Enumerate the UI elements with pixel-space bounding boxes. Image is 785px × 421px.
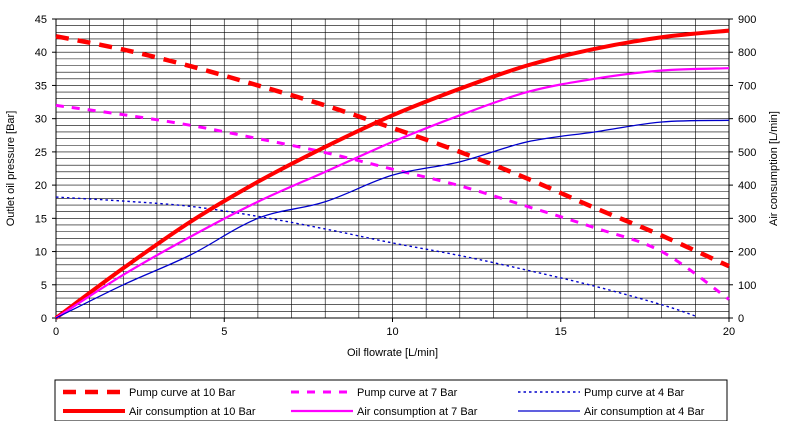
x-tick-label: 0: [53, 326, 59, 338]
legend-label-2: Pump curve at 7 Bar: [357, 387, 458, 399]
x-tick-label: 5: [221, 326, 227, 338]
y-right-tick-label: 200: [738, 247, 756, 259]
series-layer: [54, 28, 730, 320]
series-line-2: [55, 103, 730, 301]
legend-label-6: Air consumption at 4 Bar: [584, 406, 705, 418]
series-line-6: [55, 119, 730, 319]
x-axis-title: Oil flowrate [L/min]: [347, 347, 438, 359]
y-right-tick-label: 700: [738, 80, 756, 92]
y-left-tick-label: 25: [35, 147, 47, 159]
y-right-tick-label: 100: [738, 280, 756, 292]
legend-box: [54, 379, 728, 421]
y-left-tick-label: 5: [41, 280, 47, 292]
x-tick-label: 15: [555, 326, 567, 338]
series-line-3: [55, 196, 696, 317]
series-line-1: [55, 34, 730, 269]
legend: Pump curve at 10 Bar Pump curve at 7 Bar P…: [54, 379, 728, 421]
y-left-tick-label: 20: [35, 180, 47, 192]
legend-label-5: Air consumption at 7 Bar: [357, 406, 478, 418]
y-right-tick-label: 0: [738, 313, 744, 325]
y-left-tick-label: 30: [35, 114, 47, 126]
x-tick-label: 20: [723, 326, 735, 338]
legend-label-1: Pump curve at 10 Bar: [129, 387, 236, 399]
x-tick-label: 10: [386, 326, 398, 338]
y-right-tick-label: 800: [738, 47, 756, 59]
y-left-tick-label: 10: [35, 247, 47, 259]
y-axis-right-title: Air consumption [L/min]: [768, 111, 780, 226]
y-left-tick-label: 35: [35, 80, 47, 92]
ticks-layer: 0 5 10 15 2005101520253035404501002003004005…: [35, 14, 757, 338]
y-right-tick-label: 900: [738, 14, 756, 26]
y-right-tick-label: 400: [738, 180, 756, 192]
legend-label-4: Air consumption at 10 Bar: [129, 406, 256, 418]
series-line-4: [54, 28, 730, 320]
y-right-tick-label: 300: [738, 213, 756, 225]
y-left-tick-label: 40: [35, 47, 47, 59]
y-left-tick-label: 15: [35, 213, 47, 225]
y-left-tick-label: 0: [41, 313, 47, 325]
y-left-tick-label: 45: [35, 14, 47, 26]
y-axis-left-title: Outlet oil pressure [Bar]: [5, 111, 17, 227]
y-right-tick-label: 600: [738, 114, 756, 126]
y-right-tick-label: 500: [738, 147, 756, 159]
legend-label-3: Pump curve at 4 Bar: [584, 387, 685, 399]
series-line-5: [55, 67, 730, 319]
